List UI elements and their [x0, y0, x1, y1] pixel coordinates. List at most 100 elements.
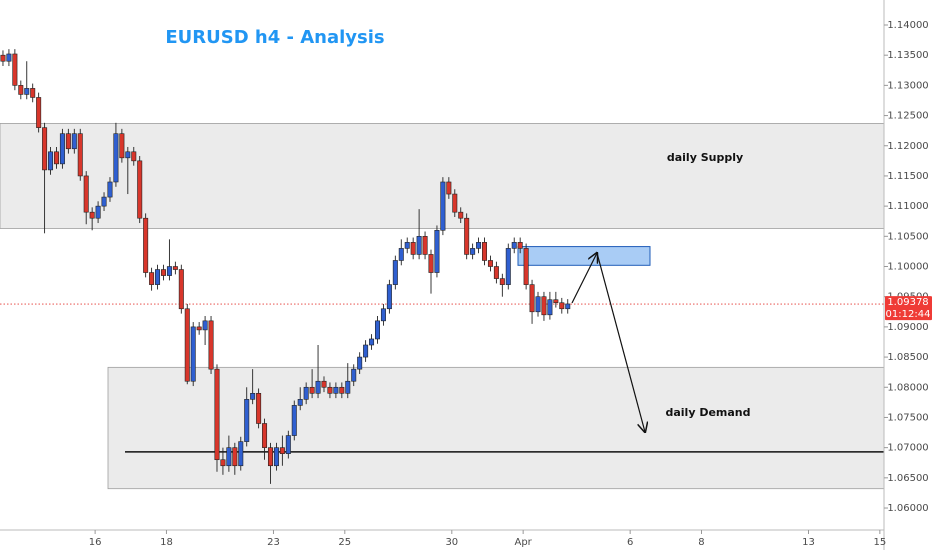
- x-tick-label: 16: [89, 537, 102, 548]
- candle-body: [291, 405, 297, 436]
- candle-body: [83, 175, 89, 213]
- candle-body: [309, 386, 315, 394]
- candle-body: [36, 97, 42, 128]
- candle-body: [470, 248, 476, 255]
- candle-body: [428, 254, 434, 273]
- y-tick-label: 1.09000: [887, 322, 928, 333]
- candle-body: [59, 133, 65, 165]
- candle-body: [523, 248, 529, 285]
- candle-body: [547, 299, 553, 316]
- x-tick-label: 23: [267, 537, 280, 548]
- candle-body: [125, 151, 131, 159]
- y-tick-label: 1.14000: [887, 20, 928, 31]
- candle-body: [107, 181, 113, 198]
- y-tick-label: 1.11500: [887, 171, 928, 182]
- candle-body: [285, 435, 291, 454]
- candle-body: [482, 242, 488, 261]
- candle-body: [380, 308, 386, 322]
- countdown-label: 01:12:44: [886, 309, 931, 320]
- last-price-label: 1.09378: [887, 297, 928, 308]
- y-tick-label: 1.10500: [887, 231, 928, 242]
- y-tick-label: 1.10000: [887, 262, 928, 273]
- candle-body: [89, 211, 95, 219]
- candle-body: [446, 181, 452, 195]
- candle-body: [256, 393, 262, 424]
- candle-body: [101, 196, 107, 207]
- candle-body: [535, 296, 541, 313]
- candle-body: [416, 236, 422, 255]
- candle-body: [517, 242, 523, 249]
- candle-body: [18, 85, 24, 95]
- candle-body: [541, 296, 547, 316]
- candle-body: [137, 160, 143, 219]
- candle-body: [398, 248, 404, 261]
- y-tick-label: 1.08500: [887, 352, 928, 363]
- target-box: [517, 246, 651, 266]
- candle-body: [53, 151, 59, 165]
- candle-body: [487, 260, 493, 267]
- candle-body: [65, 133, 71, 150]
- candle-body: [143, 217, 149, 273]
- candle-body: [553, 299, 559, 304]
- y-tick-label: 1.13000: [887, 80, 928, 91]
- candle-body: [529, 284, 535, 313]
- candle-body: [511, 242, 517, 249]
- candle-body: [30, 88, 36, 98]
- candle-body: [178, 269, 184, 310]
- candle-body: [12, 53, 18, 86]
- candle-body: [196, 326, 202, 331]
- x-tick-label: 13: [802, 537, 815, 548]
- x-tick-label: 25: [338, 537, 351, 548]
- candle-body: [250, 393, 256, 400]
- x-tick-label: Apr: [514, 537, 532, 548]
- candle-body: [386, 284, 392, 310]
- candle-body: [559, 302, 565, 310]
- y-tick-label: 1.06000: [887, 503, 928, 514]
- candle-body: [363, 344, 369, 358]
- candle-body: [95, 205, 101, 219]
- candle-body: [440, 181, 446, 231]
- candle-body: [226, 447, 232, 467]
- candle-body: [476, 242, 482, 249]
- candle-body: [452, 193, 458, 213]
- candle-body: [357, 356, 363, 370]
- candle-body: [297, 399, 303, 406]
- candle-body: [71, 133, 77, 150]
- candle-body: [392, 260, 398, 285]
- zone-label: daily Demand: [665, 406, 750, 419]
- zone: [107, 366, 885, 490]
- candle-body: [273, 447, 279, 467]
- zone-label: daily Supply: [667, 151, 743, 164]
- candle-body: [351, 368, 357, 382]
- y-tick-label: 1.12000: [887, 141, 928, 152]
- axes: 1.06000 1.06500 1.07000 1.07500 1.08000 1.085…: [89, 20, 932, 548]
- candle-body: [155, 269, 161, 285]
- y-tick-label: 1.07000: [887, 443, 928, 454]
- candle-body: [267, 447, 273, 467]
- arrow-down: [596, 252, 645, 432]
- candle-body: [333, 386, 339, 394]
- candle-body: [238, 441, 244, 467]
- candle-body: [404, 242, 410, 249]
- y-tick-label: 1.08000: [887, 382, 928, 393]
- candle-body: [493, 266, 499, 279]
- candle-body: [434, 229, 440, 273]
- candle-body: [77, 133, 83, 177]
- candle-body: [321, 380, 327, 388]
- y-tick-label: 1.06500: [887, 473, 928, 484]
- candle-body: [315, 380, 321, 394]
- candle-body: [0, 54, 6, 62]
- candle-body: [422, 236, 428, 255]
- candle-body: [410, 242, 416, 255]
- y-tick-label: 1.12500: [887, 111, 928, 122]
- candle-body: [113, 133, 119, 183]
- candle-body: [166, 266, 172, 276]
- candle-body: [131, 151, 137, 162]
- candle-body: [458, 211, 464, 219]
- x-tick-label: 30: [445, 537, 458, 548]
- candle-body: [214, 368, 220, 461]
- candle-body: [262, 423, 268, 448]
- chart-title: EURUSD h4 - Analysis: [165, 27, 384, 48]
- candle-body: [172, 266, 178, 270]
